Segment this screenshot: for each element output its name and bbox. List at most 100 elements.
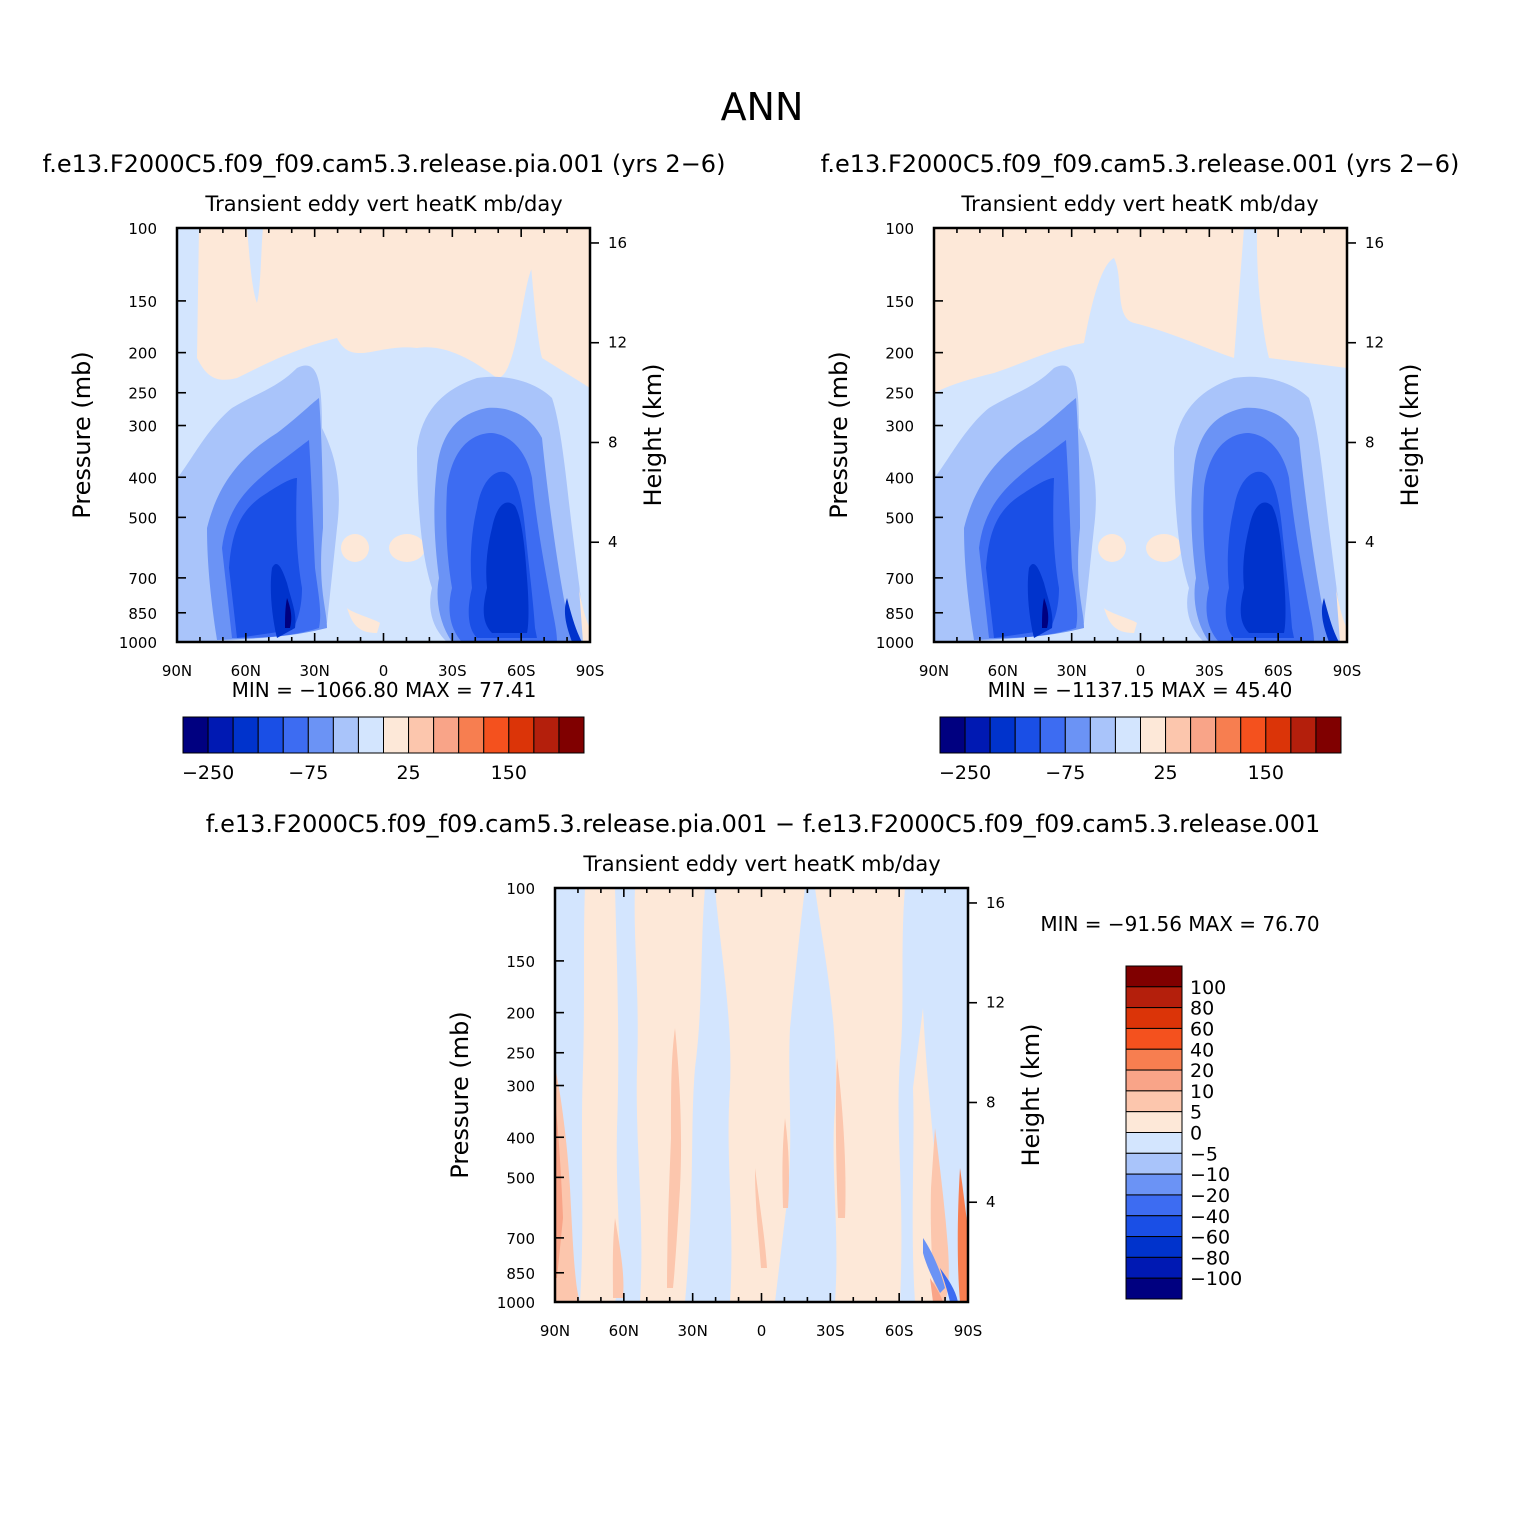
case-1-colorbar-swatch [533, 716, 560, 754]
case-2-y-tick-label: 400 [885, 469, 914, 487]
case-1-colorbar-swatch [483, 716, 510, 754]
panel-case-1: f.e13.F2000C5.f09_f09.cam5.3.release.pia… [43, 150, 726, 784]
difference-colorbar-swatch [1125, 1215, 1183, 1238]
case-2-x-tick-label: 60N [988, 662, 1018, 680]
case-2-y2-tick-label: 12 [1365, 334, 1384, 352]
case-2-y-tick-label: 200 [885, 345, 914, 363]
panel-difference: Transient eddy vert heatK mb/day [446, 852, 1320, 1340]
difference-x-tick-label: 90N [540, 1322, 570, 1340]
case-2-axes: 90N 60N 30N 0 30S 60S 90S 100 150 200 250 300 400 500… [825, 220, 1424, 680]
case-1-x-tick-label: 60N [231, 662, 261, 680]
difference-x-tick-label: 30S [816, 1322, 845, 1340]
difference-colorbar-swatch [1125, 1111, 1183, 1133]
case-2-colorbar-swatch [1315, 716, 1342, 754]
difference-y-tick-label: 1000 [497, 1294, 535, 1312]
difference-y2-tick-label: 16 [986, 894, 1005, 912]
difference-axes: 90N 60N 30N 0 30S 60S 90S 100 150 200 250 300 400 500… [446, 880, 1045, 1340]
difference-x-tick-label: 30N [678, 1322, 708, 1340]
difference-colorbar-swatch [1125, 1277, 1183, 1300]
case-1-stats: MIN = −1066.80 MAX = 77.41 [232, 678, 537, 702]
case-1-y-tick-label: 400 [128, 469, 157, 487]
case-1-colorbar-label: −75 [288, 762, 328, 784]
case-2-y-tick-label: 850 [885, 605, 914, 623]
case-1-colorbar-swatch [357, 716, 384, 754]
difference-colorbar-label: 20 [1190, 1060, 1214, 1082]
case-2-colorbar-swatch [1089, 716, 1116, 754]
case-1-colorbar-swatch [207, 716, 234, 754]
difference-contour-field [555, 888, 968, 1302]
season-title: ANN [721, 85, 804, 129]
difference-colorbar-label: 60 [1190, 1018, 1214, 1040]
difference-x-tick-label: 60N [609, 1322, 639, 1340]
case-1-colorbar-swatch [257, 716, 284, 754]
difference-colorbar-swatch [1125, 1152, 1183, 1175]
case-2-colorbar-swatch [1140, 716, 1167, 754]
case-2-x-tick-label: 30S [1195, 662, 1224, 680]
case-2-colorbar-label: 25 [1153, 762, 1177, 784]
case-1-x-tick-label: 90N [162, 662, 192, 680]
difference-colorbar-swatch [1125, 1069, 1183, 1092]
case-1-x-tick-label: 30N [300, 662, 330, 680]
difference-colorbar-label: −100 [1190, 1268, 1242, 1290]
case-2-colorbar-label: −250 [939, 762, 991, 784]
case-2-colorbar-swatch [1190, 716, 1217, 754]
case-2-stats: MIN = −1137.15 MAX = 45.40 [988, 678, 1293, 702]
case-1-colorbar-swatch [232, 716, 259, 754]
case-2-x-tick-label: 90S [1333, 662, 1362, 680]
case-2-colorbar-swatch [1265, 716, 1292, 754]
difference-y2-axis-label: Height (km) [1017, 1024, 1045, 1167]
case-2-colorbar-swatch [1290, 716, 1317, 754]
difference-colorbar-swatch [1125, 1007, 1183, 1029]
case-2-colorbar-swatch [1215, 716, 1242, 754]
case-1-y-tick-label: 1000 [119, 634, 157, 652]
case-1-y-tick-label: 700 [128, 570, 157, 588]
difference-colorbar-label: 40 [1190, 1039, 1214, 1061]
difference-colorbar-label: −80 [1190, 1247, 1230, 1269]
difference-subtitle: Transient eddy vert heatK mb/day [582, 852, 940, 876]
difference-y-axis-label: Pressure (mb) [446, 1011, 474, 1178]
difference-x-tick-label: 0 [757, 1322, 767, 1340]
case-2-colorbar-swatch [1064, 716, 1091, 754]
difference-colorbar-label: 0 [1190, 1123, 1202, 1145]
difference-y2-tick-label: 8 [986, 1093, 996, 1111]
case-2-y2-tick-label: 16 [1365, 234, 1384, 252]
difference-colorbar-swatch [1125, 1256, 1183, 1279]
case-2-y2-tick-label: 4 [1365, 533, 1375, 551]
case-2-x-tick-label: 90N [919, 662, 949, 680]
case-1-y2-tick-label: 8 [608, 433, 618, 451]
difference-y-tick-label: 700 [506, 1230, 535, 1248]
difference-colorbar-label: 5 [1190, 1102, 1202, 1124]
case-1-x-tick-label: 60S [507, 662, 536, 680]
case-2-y-tick-label: 700 [885, 570, 914, 588]
difference-y-tick-label: 250 [506, 1045, 535, 1063]
case-1-y-tick-label: 250 [128, 385, 157, 403]
case-2-colorbar-swatch [964, 716, 991, 754]
case-2-colorbar-swatch [1039, 716, 1066, 754]
case-1-y-tick-label: 500 [128, 509, 157, 527]
case-1-y2-tick-label: 16 [608, 234, 627, 252]
case-2-colorbar-label: −75 [1045, 762, 1085, 784]
case-1-colorbar-swatch [332, 716, 359, 754]
case-1-contour-field [177, 228, 590, 642]
case-1-axes: 90N 60N 30N 0 30S 60S 90S 100 150 200 250 300 400 500… [68, 220, 667, 680]
case-1-x-tick-label: 30S [438, 662, 467, 680]
difference-colorbar-label: −20 [1190, 1185, 1230, 1207]
case-2-title: f.e13.F2000C5.f09_f09.cam5.3.release.001… [821, 150, 1460, 178]
case-1-x-tick-label: 0 [379, 662, 389, 680]
case-1-colorbar-swatch [558, 716, 585, 754]
case-1-y2-axis-label: Height (km) [639, 364, 667, 507]
case-1-y-tick-label: 150 [128, 293, 157, 311]
case-1-colorbar-swatch [433, 716, 460, 754]
difference-colorbar-swatch [1125, 1194, 1183, 1217]
case-2-colorbar-swatch [1240, 716, 1267, 754]
difference-colorbar-label: −60 [1190, 1227, 1230, 1249]
case-2-y-tick-label: 1000 [876, 634, 914, 652]
difference-colorbar-label: 10 [1190, 1081, 1214, 1103]
case-2-colorbar-swatch [1165, 716, 1192, 754]
case-2-y-tick-label: 150 [885, 293, 914, 311]
difference-colorbar-swatch [1125, 1236, 1183, 1258]
case-2-y2-tick-label: 8 [1365, 433, 1375, 451]
difference-colorbar-swatch [1125, 1090, 1183, 1113]
case-2-colorbar-swatch [989, 716, 1016, 754]
case-1-title: f.e13.F2000C5.f09_f09.cam5.3.release.pia… [43, 150, 726, 178]
